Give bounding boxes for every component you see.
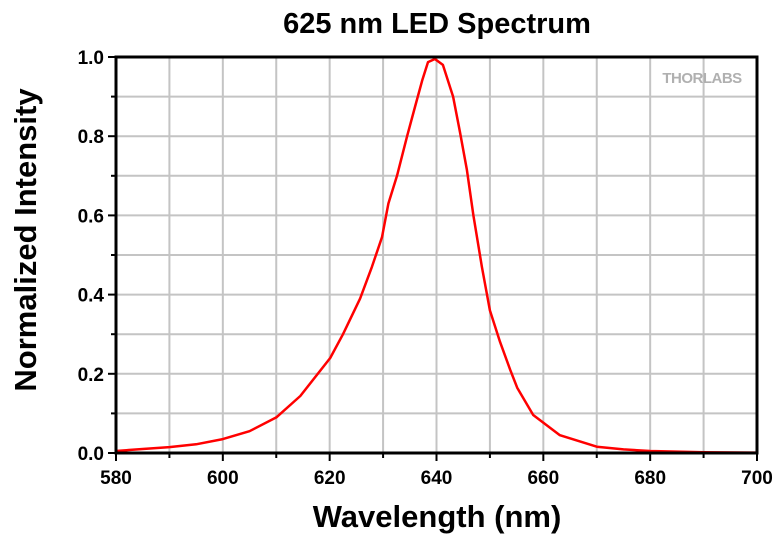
x-tick-label: 580	[100, 468, 132, 489]
x-tick-label: 700	[741, 468, 773, 489]
y-tick-label: 0.2	[78, 365, 104, 386]
x-tick-label: 660	[527, 468, 559, 489]
y-tick-label: 0.4	[78, 286, 105, 307]
y-axis-label: Normalized Intensity	[8, 88, 43, 392]
x-tick-label: 640	[421, 468, 453, 489]
x-axis-label: Wavelength (nm)	[313, 499, 562, 534]
grid	[116, 57, 757, 453]
y-tick-label: 0.8	[78, 127, 104, 148]
chart-title: 625 nm LED Spectrum	[283, 8, 591, 40]
watermark-logo: THORLABS	[662, 70, 742, 87]
x-tick-label: 680	[634, 468, 666, 489]
x-axis: 580 600 620 640 660 680 700	[100, 453, 773, 489]
series-line	[115, 57, 758, 454]
x-tick-label: 600	[207, 468, 239, 489]
y-tick-label: 1.0	[78, 48, 104, 69]
y-tick-label: 0.0	[78, 444, 104, 465]
y-axis: 0.0 0.2 0.4 0.6 0.8 1.0	[78, 48, 116, 465]
y-tick-label: 0.6	[78, 206, 104, 227]
x-tick-label: 620	[314, 468, 346, 489]
